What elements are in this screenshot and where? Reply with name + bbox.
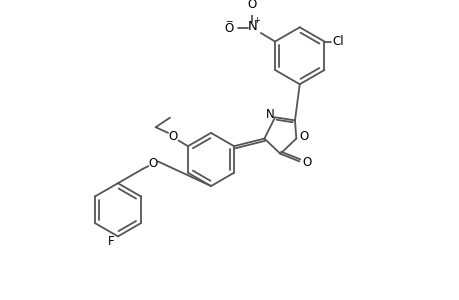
Text: O: O bbox=[148, 157, 157, 170]
Text: O: O bbox=[247, 0, 256, 11]
Text: O: O bbox=[168, 130, 177, 143]
Text: O: O bbox=[302, 156, 311, 169]
Text: N: N bbox=[265, 108, 274, 121]
Text: O: O bbox=[299, 130, 308, 143]
Text: Cl: Cl bbox=[331, 35, 343, 48]
Text: N: N bbox=[247, 20, 257, 33]
Text: −: − bbox=[224, 16, 232, 25]
Text: O: O bbox=[224, 22, 233, 35]
Text: +: + bbox=[253, 16, 260, 25]
Text: F: F bbox=[108, 235, 114, 248]
